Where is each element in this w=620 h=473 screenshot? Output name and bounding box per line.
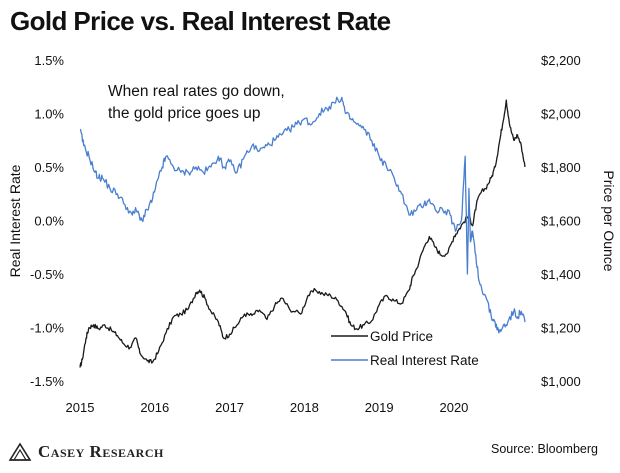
x-tick-label: 2018 — [290, 400, 319, 415]
y-right-tick-label: $2,200 — [541, 53, 581, 68]
gold-price-line — [79, 99, 526, 368]
legend-label-gold: Gold Price — [370, 329, 433, 344]
x-tick-label: 2016 — [140, 400, 169, 415]
y-right-tick-label: $1,600 — [541, 214, 581, 229]
y-left-tick-label: 0.5% — [34, 160, 64, 175]
real-interest-rate-line — [79, 96, 526, 334]
y-left-tick-label: -1.5% — [30, 374, 64, 389]
brand: Casey Research — [8, 440, 164, 464]
y-right-tick-label: $1,400 — [541, 267, 581, 282]
y-left-axis-label: Real Interest Rate — [7, 164, 23, 277]
y-left-tick-label: -0.5% — [30, 267, 64, 282]
x-tick-label: 2019 — [365, 400, 394, 415]
y-right-tick-label: $1,800 — [541, 160, 581, 175]
legend-label-rate: Real Interest Rate — [370, 353, 479, 368]
annotation-line-2: the gold price goes up — [108, 105, 261, 122]
y-left-tick-label: 1.5% — [34, 53, 64, 68]
x-tick-label: 2020 — [439, 400, 468, 415]
x-tick-label: 2017 — [215, 400, 244, 415]
annotation-line-1: When real rates go down, — [108, 83, 285, 100]
y-left-tick-label: 0.0% — [34, 214, 64, 229]
source-note: Source: Bloomberg — [490, 442, 598, 456]
y-right-tick-label: $1,200 — [541, 321, 581, 336]
y-right-axis-label: Price per Ounce — [601, 170, 617, 271]
y-right-tick-label: $2,000 — [541, 107, 581, 122]
axes-layer: 1.5% 1.0% 0.5% 0.0% -0.5% -1.0% -1.5% $2,200 $2,… — [7, 53, 617, 415]
y-left-tick-label: 1.0% — [34, 107, 64, 122]
casey-logo-icon — [8, 442, 32, 461]
chart-title: Gold Price vs. Real Interest Rate — [10, 6, 391, 36]
x-tick-label: 2015 — [66, 400, 95, 415]
series-layer — [79, 96, 526, 368]
brand-name: Casey Research — [38, 442, 164, 461]
legend: Gold Price Real Interest Rate — [331, 329, 479, 368]
y-left-tick-label: -1.0% — [30, 321, 64, 336]
y-right-tick-label: $1,000 — [541, 374, 581, 389]
